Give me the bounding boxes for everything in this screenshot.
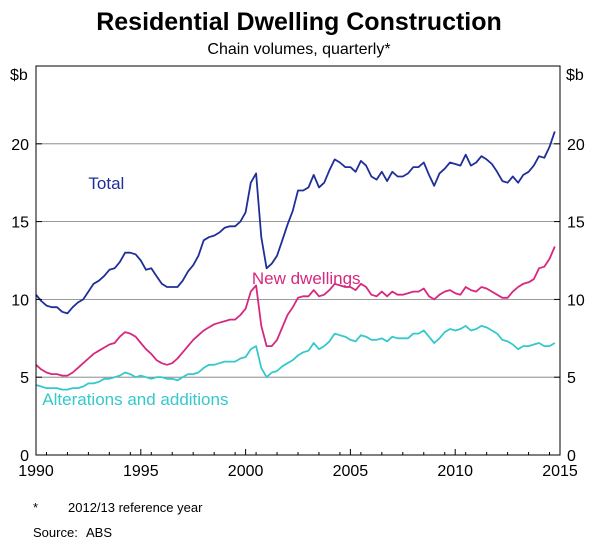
footnote-text: 2012/13 reference year — [68, 500, 203, 515]
chart-subtitle: Chain volumes, quarterly* — [207, 41, 390, 58]
y-tick-labels-left: 0 5 10 15 20 — [11, 137, 29, 465]
y-tick-label-left: 0 — [20, 448, 29, 465]
y-tick-label-left: 10 — [11, 292, 29, 309]
y-tick-label-right: 15 — [567, 215, 585, 232]
footnote-marker: * — [33, 500, 38, 515]
source-text: ABS — [86, 525, 112, 540]
y-tick-label-right: 10 — [567, 292, 585, 309]
gridlines — [36, 143, 560, 378]
series-label-1: New dwellings — [252, 269, 361, 288]
series-line-2 — [35, 324, 556, 391]
x-tick-label: 1995 — [123, 463, 159, 480]
x-tick-label: 2005 — [333, 463, 369, 480]
y-tick-label-left: 15 — [11, 215, 29, 232]
series-labels: Total New dwellings Alterations and additi… — [42, 174, 360, 409]
y-tick-label-right: 20 — [567, 137, 585, 154]
x-tick-label: 1990 — [18, 463, 54, 480]
source-label: Source: — [33, 525, 78, 540]
series-line-1 — [35, 246, 556, 377]
x-tick-label: 2010 — [437, 463, 473, 480]
y-tick-labels-right: 0 5 10 15 20 — [567, 137, 585, 465]
series-label-2: Alterations and additions — [42, 390, 228, 409]
chart-title: Residential Dwelling Construction — [96, 8, 502, 36]
y-tick-label-right: 5 — [567, 370, 576, 387]
series-lines — [35, 131, 556, 391]
y-tick-label-right: 0 — [567, 448, 576, 465]
y-tick-label-left: 5 — [20, 370, 29, 387]
x-tick-label: 2015 — [542, 463, 578, 480]
left-unit-label: $b — [10, 67, 28, 84]
series-label-0: Total — [88, 174, 124, 193]
y-tick-label-left: 20 — [11, 137, 29, 154]
tick-marks — [36, 143, 560, 456]
x-tick-label: 2000 — [228, 463, 264, 480]
right-unit-label: $b — [566, 67, 584, 84]
series-line-0 — [35, 131, 556, 315]
x-tick-labels: 1990 1995 2000 2005 2010 2015 — [18, 463, 578, 480]
